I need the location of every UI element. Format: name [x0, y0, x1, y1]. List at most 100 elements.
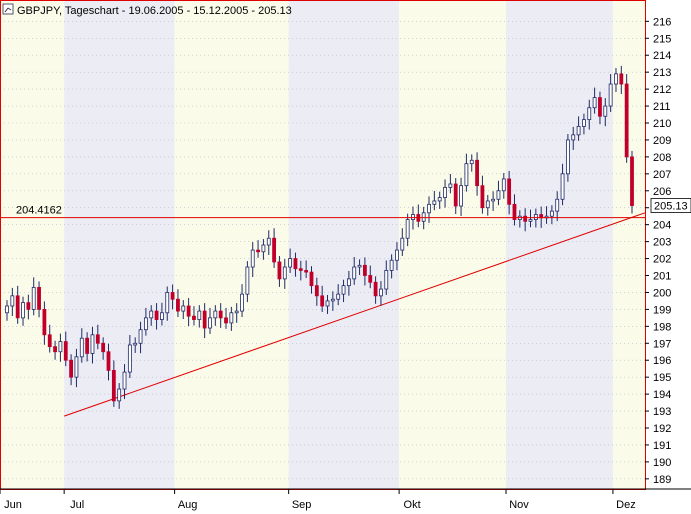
candle-body — [224, 317, 228, 324]
candle-body — [464, 163, 469, 187]
candle — [453, 178, 458, 214]
candle-body — [549, 210, 554, 217]
candle — [31, 277, 36, 316]
candle-body — [325, 300, 330, 307]
y-tick-label: 189 — [653, 474, 671, 486]
candle — [341, 279, 346, 303]
y-tick-label: 198 — [653, 321, 671, 333]
candle-body — [106, 351, 111, 371]
candle — [389, 254, 394, 279]
candles-layer — [5, 65, 634, 409]
candle-body — [528, 219, 533, 222]
chart-title: GBPJPY, Tageschart - 19.06.2005 - 15.12.… — [17, 5, 292, 17]
candle-body — [90, 334, 95, 354]
candle — [330, 291, 335, 311]
candle-body — [368, 275, 373, 283]
month-band — [506, 1, 613, 489]
candle-body — [218, 310, 223, 319]
candle-body — [598, 97, 602, 117]
candle-body — [234, 310, 239, 314]
y-tick-label: 195 — [653, 372, 671, 384]
candle-body — [352, 266, 357, 280]
y-tick-label: 197 — [653, 338, 671, 350]
candle-body — [256, 249, 260, 253]
candle — [240, 284, 244, 318]
candle-body — [42, 308, 47, 336]
chart-settings-icon[interactable] — [2, 3, 14, 15]
candle-body — [571, 134, 576, 141]
candle-body — [608, 83, 613, 107]
candle — [160, 302, 164, 326]
candle — [603, 98, 608, 127]
candle-body — [384, 270, 389, 290]
candle — [475, 152, 479, 196]
candle — [186, 298, 191, 327]
candle-body — [400, 237, 405, 251]
candle — [63, 331, 68, 367]
candle-body — [197, 310, 202, 320]
candle-body — [160, 312, 164, 320]
last-price-box — [650, 198, 691, 213]
y-tick-label: 194 — [653, 389, 671, 401]
candle-body — [176, 298, 180, 312]
candle — [352, 257, 357, 285]
candle — [320, 285, 325, 312]
candle — [218, 303, 223, 328]
candle-body — [475, 159, 479, 187]
candle — [325, 294, 330, 314]
candle-body — [95, 334, 100, 344]
month-band — [612, 1, 645, 489]
candle — [101, 337, 106, 360]
x-tick-label: Sep — [292, 499, 312, 511]
candle — [571, 126, 576, 150]
candle — [464, 153, 469, 192]
candle — [143, 307, 148, 336]
y-tick-label: 193 — [653, 406, 671, 418]
candle-body — [74, 356, 79, 378]
candle — [346, 270, 351, 296]
candle-body — [592, 97, 597, 109]
candle — [250, 242, 255, 278]
candle-body — [341, 285, 346, 295]
last-price-tag: 205.13 — [650, 198, 691, 213]
y-tick-label: 214 — [653, 50, 671, 62]
candle-body — [624, 83, 629, 158]
candle — [624, 74, 629, 163]
candle — [181, 300, 186, 320]
candle-body — [501, 178, 506, 192]
candle-body — [240, 293, 244, 312]
candle-body — [165, 292, 170, 314]
candle — [363, 257, 367, 286]
y-tick-label: 203 — [653, 237, 671, 249]
candle — [379, 281, 383, 306]
x-tick-label: Okt — [404, 499, 421, 511]
candle-body — [208, 317, 212, 329]
candle — [549, 205, 554, 225]
candle-body — [149, 310, 154, 319]
candle-body — [485, 200, 490, 209]
horizontal-line-label: 204.4162 — [16, 205, 62, 217]
candle-body — [47, 334, 52, 348]
candle-body — [405, 219, 410, 239]
candle-body — [186, 305, 191, 317]
month-band — [64, 1, 175, 489]
candle — [53, 340, 57, 360]
candle — [373, 276, 378, 304]
candle — [208, 307, 212, 334]
candle — [501, 172, 506, 199]
candle — [95, 324, 100, 350]
candle — [213, 305, 218, 326]
candle-body — [31, 286, 36, 310]
candle — [266, 230, 271, 255]
candle-body — [411, 214, 415, 220]
candle-body — [170, 292, 175, 300]
candle-body — [26, 302, 31, 310]
candle — [10, 287, 15, 316]
month-bands — [0, 1, 645, 489]
candle — [149, 305, 154, 326]
candle — [480, 175, 485, 214]
y-tick-label: 212 — [653, 84, 671, 96]
candle — [598, 91, 602, 125]
candle — [582, 113, 586, 135]
candle — [336, 284, 341, 306]
